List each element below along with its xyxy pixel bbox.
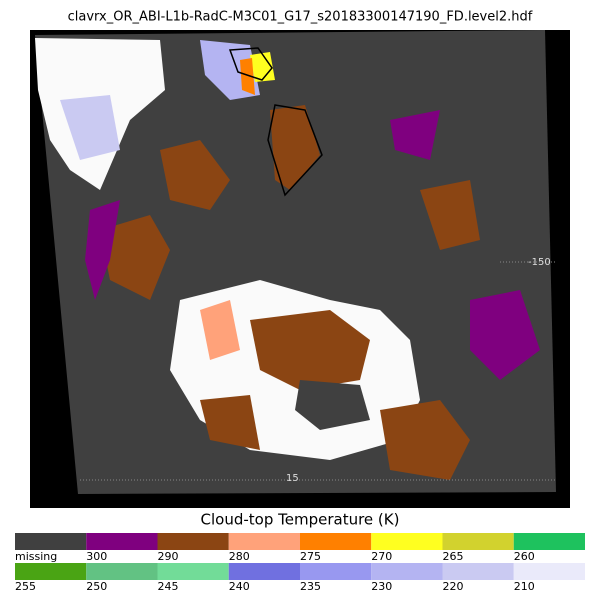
color-swatch [300,533,372,550]
color-swatch [442,563,514,580]
swatch-label: missing [15,550,57,563]
cloud-purple [390,110,440,160]
color-swatch [442,533,514,550]
cloud-brown [200,395,260,450]
swatch-label: 255 [15,580,36,593]
cloud-purple [85,200,120,300]
cloud-brown [270,105,320,190]
color-swatch [371,533,443,550]
swatch-label: 245 [158,580,179,593]
color-swatch [157,533,229,550]
swatch-label: 210 [514,580,535,593]
cloud-imagery [35,38,540,480]
cloud-brown [160,140,230,210]
cloud-orange [240,58,255,95]
color-swatch [157,563,229,580]
color-swatch [371,563,443,580]
clear-area [295,380,370,430]
lat-label: 15 [286,473,299,484]
swatch-label: 260 [514,550,535,563]
swatch-label: 290 [158,550,179,563]
swatch-label: 280 [229,550,250,563]
outline [228,47,273,81]
swatch-label: 220 [443,580,464,593]
color-swatch [15,563,87,580]
color-swatch [513,533,585,550]
title: clavrx_OR_ABI-L1b-RadC-M3C01_G17_s201833… [68,10,533,25]
swatch-label: 270 [371,550,392,563]
cloud-purple [470,290,540,380]
cloud-lavender [60,95,120,160]
swatch-label: 265 [443,550,464,563]
lon-label: -150 [528,257,551,268]
cloud-brown [250,310,370,390]
colorbar-label: Cloud-top Temperature (K) [201,511,400,529]
cloud-brown [100,215,170,300]
color-swatch [300,563,372,580]
outline [267,104,323,197]
cloud-yellow [250,52,275,82]
color-swatch [228,533,300,550]
cloud-brown [380,400,470,480]
swatch-label: 275 [300,550,321,563]
swatch-label: 230 [371,580,392,593]
swatch-label: 235 [300,580,321,593]
color-swatch [228,563,300,580]
color-swatch [15,533,87,550]
colorbar: missing 300 290 280 275 270 265 260 255 250 245 240… [15,533,585,593]
cloud-salmon [200,300,240,360]
swatch-label: 240 [229,580,250,593]
color-swatch [86,563,158,580]
swatch-label: 250 [86,580,107,593]
color-swatch [86,533,158,550]
swatch-label: 300 [86,550,107,563]
color-swatch [513,563,585,580]
cloud-brown [420,180,480,250]
